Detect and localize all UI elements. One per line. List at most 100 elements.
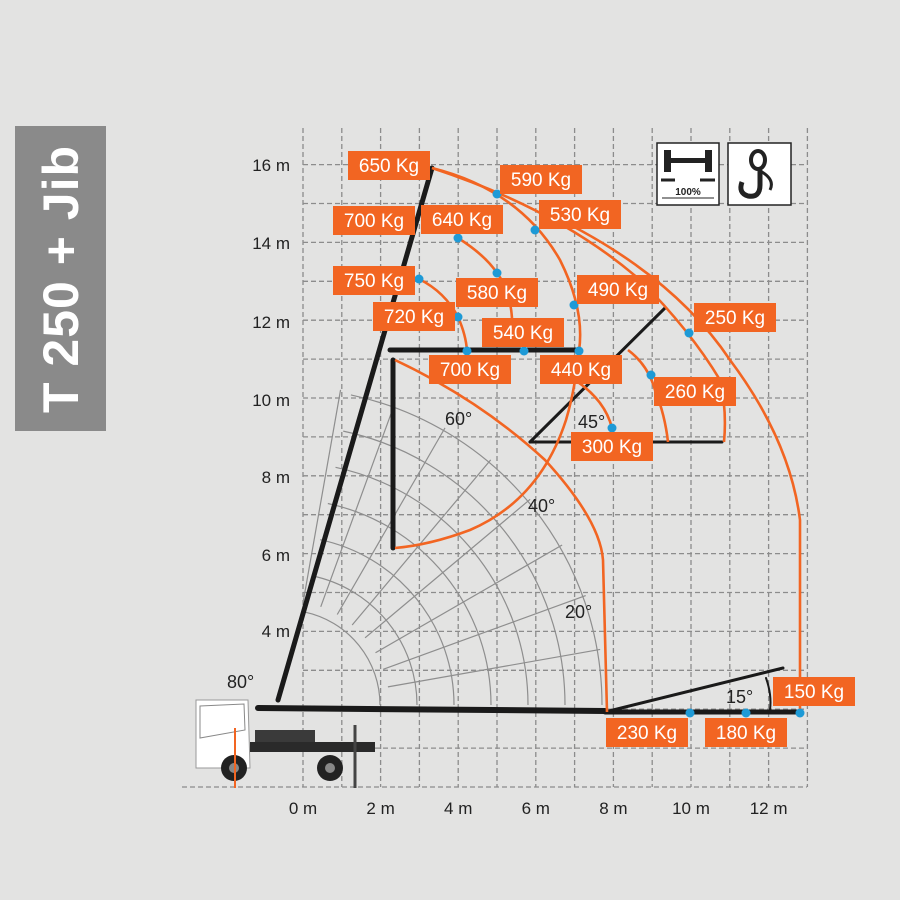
load-label: 540 Kg bbox=[482, 318, 564, 347]
outrigger-label: 100% bbox=[675, 187, 701, 198]
load-point bbox=[574, 346, 584, 356]
envelope-arc bbox=[320, 539, 455, 706]
load-point bbox=[414, 274, 424, 284]
envelope-arc bbox=[343, 430, 566, 706]
envelope-radial bbox=[375, 544, 563, 654]
load-label: 230 Kg bbox=[606, 718, 688, 747]
svg-text:700 Kg: 700 Kg bbox=[440, 360, 500, 381]
load-curve-230 bbox=[394, 358, 609, 713]
angle-15: 15° bbox=[726, 687, 753, 707]
load-point bbox=[569, 300, 579, 310]
load-point bbox=[453, 233, 463, 243]
svg-text:150 Kg: 150 Kg bbox=[784, 682, 844, 703]
envelope-arc bbox=[335, 466, 529, 706]
load-label: 720 Kg bbox=[373, 302, 455, 331]
main-boom-horizontal bbox=[255, 705, 608, 714]
svg-text:640 Kg: 640 Kg bbox=[432, 210, 492, 231]
load-point bbox=[492, 189, 502, 199]
load-label: 700 Kg bbox=[429, 355, 511, 384]
load-label: 580 Kg bbox=[456, 278, 538, 307]
x-axis: 0 m 2 m 4 m 6 m 8 m 10 m 12 m bbox=[289, 799, 788, 818]
load-label: 150 Kg bbox=[773, 677, 855, 706]
load-label: 490 Kg bbox=[577, 275, 659, 304]
load-point bbox=[492, 268, 502, 278]
load-label: 530 Kg bbox=[539, 200, 621, 229]
svg-text:540 Kg: 540 Kg bbox=[493, 323, 553, 344]
y-tick-label: 10 m bbox=[252, 391, 290, 410]
svg-text:300 Kg: 300 Kg bbox=[582, 437, 642, 458]
x-tick-label: 0 m bbox=[289, 799, 317, 818]
angle-60: 60° bbox=[445, 409, 472, 429]
svg-text:530 Kg: 530 Kg bbox=[550, 205, 610, 226]
y-tick-label: 8 m bbox=[262, 468, 290, 487]
svg-text:230 Kg: 230 Kg bbox=[617, 723, 677, 744]
outrigger-100-icon: 100% bbox=[656, 142, 720, 206]
y-axis: 16 m 14 m 12 m 10 m 8 m 6 m 4 m bbox=[252, 156, 290, 641]
x-tick-label: 10 m bbox=[672, 799, 710, 818]
load-label: 250 Kg bbox=[694, 303, 776, 332]
y-tick-label: 12 m bbox=[252, 313, 290, 332]
y-tick-label: 6 m bbox=[262, 546, 290, 565]
svg-text:650 Kg: 650 Kg bbox=[359, 156, 419, 177]
load-curve-250 bbox=[539, 208, 802, 712]
y-tick-label: 14 m bbox=[252, 234, 290, 253]
x-tick-label: 8 m bbox=[599, 799, 627, 818]
envelope-radial bbox=[387, 648, 601, 688]
truck-body bbox=[255, 730, 315, 742]
crane-booms bbox=[255, 165, 803, 715]
load-point bbox=[519, 346, 529, 356]
svg-text:590 Kg: 590 Kg bbox=[511, 170, 571, 191]
load-label: 640 Kg bbox=[421, 205, 503, 234]
x-tick-label: 2 m bbox=[366, 799, 394, 818]
envelope-radial bbox=[364, 498, 531, 639]
load-point bbox=[530, 225, 540, 235]
envelope-arc bbox=[312, 575, 418, 706]
hook-icon bbox=[727, 142, 792, 206]
load-label: 260 Kg bbox=[654, 377, 736, 406]
y-tick-label: 16 m bbox=[252, 156, 290, 175]
load-point bbox=[795, 708, 805, 718]
svg-text:490 Kg: 490 Kg bbox=[588, 280, 648, 301]
jib-15deg bbox=[603, 666, 785, 714]
svg-text:180 Kg: 180 Kg bbox=[716, 723, 776, 744]
svg-text:720 Kg: 720 Kg bbox=[384, 307, 444, 328]
envelope-arc bbox=[327, 502, 492, 706]
x-tick-label: 12 m bbox=[750, 799, 788, 818]
truck bbox=[195, 699, 375, 788]
envelope-radial bbox=[302, 389, 342, 603]
truck-window bbox=[199, 703, 246, 739]
angle-45: 45° bbox=[578, 412, 605, 432]
svg-text:750 Kg: 750 Kg bbox=[344, 271, 404, 292]
svg-text:580 Kg: 580 Kg bbox=[467, 283, 527, 304]
angle-arc-15 bbox=[765, 677, 772, 711]
svg-text:260 Kg: 260 Kg bbox=[665, 382, 725, 403]
load-label: 750 Kg bbox=[333, 266, 415, 295]
angle-80: 80° bbox=[227, 672, 254, 692]
angle-40: 40° bbox=[528, 496, 555, 516]
envelope-arc bbox=[350, 394, 603, 706]
main-boom-vertical bbox=[275, 165, 435, 703]
load-point bbox=[684, 328, 694, 338]
svg-text:440 Kg: 440 Kg bbox=[551, 360, 611, 381]
load-point bbox=[685, 708, 695, 718]
y-tick-label: 4 m bbox=[262, 622, 290, 641]
envelope-radial bbox=[382, 594, 586, 670]
load-point bbox=[607, 423, 617, 433]
svg-text:700 Kg: 700 Kg bbox=[344, 211, 404, 232]
angle-20: 20° bbox=[565, 602, 592, 622]
x-tick-label: 6 m bbox=[522, 799, 550, 818]
load-label: 300 Kg bbox=[571, 432, 653, 461]
load-labels: 650 Kg 590 Kg 530 Kg 700 Kg 640 Kg 750 Kg 580 … bbox=[333, 151, 855, 747]
load-label: 180 Kg bbox=[705, 718, 787, 747]
title-box: T 250 + Jib bbox=[15, 126, 106, 431]
rear-hub bbox=[325, 763, 335, 773]
load-point bbox=[462, 346, 472, 356]
load-label: 440 Kg bbox=[540, 355, 622, 384]
x-tick-label: 4 m bbox=[444, 799, 472, 818]
load-points bbox=[414, 189, 805, 718]
load-point bbox=[453, 312, 463, 322]
envelope-radial bbox=[320, 404, 396, 608]
load-point bbox=[646, 370, 656, 380]
envelope-radial bbox=[351, 459, 492, 626]
